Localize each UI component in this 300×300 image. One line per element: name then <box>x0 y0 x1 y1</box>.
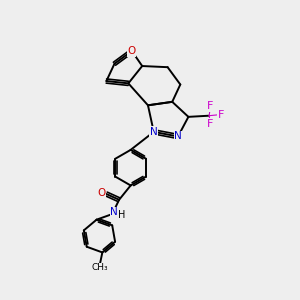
Text: CH₃: CH₃ <box>92 263 108 272</box>
Text: N: N <box>150 127 158 137</box>
Text: F: F <box>207 101 214 112</box>
Text: F: F <box>207 119 214 129</box>
Text: O: O <box>128 46 136 56</box>
Text: H: H <box>118 210 126 220</box>
Text: O: O <box>97 188 105 198</box>
Text: F: F <box>218 110 224 119</box>
Text: N: N <box>174 131 182 142</box>
Text: N: N <box>110 207 118 217</box>
